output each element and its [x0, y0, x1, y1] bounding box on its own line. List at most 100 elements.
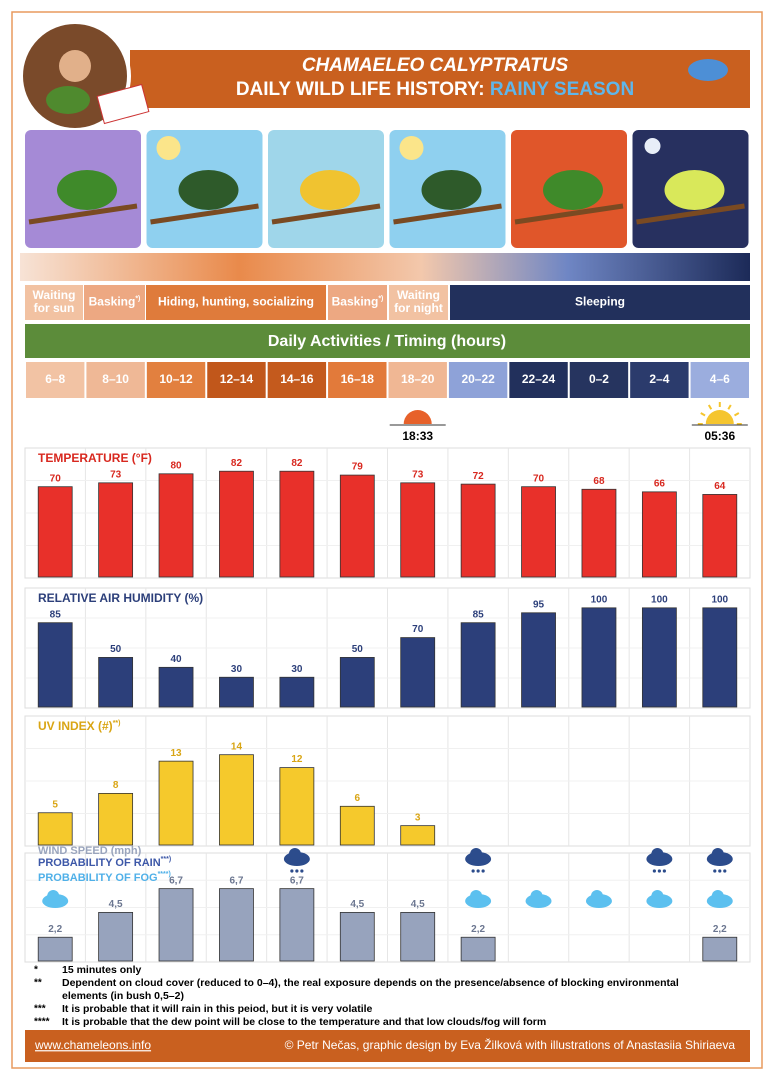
- value-label: 68: [593, 476, 605, 487]
- chart-title: TEMPERATURE (°F): [38, 451, 152, 465]
- bar: [339, 805, 375, 846]
- bar: [279, 888, 315, 962]
- time-label: 14–16: [280, 372, 314, 386]
- time-label: 2–4: [649, 372, 669, 386]
- bar: [279, 767, 315, 846]
- rain-drop: [662, 869, 666, 873]
- rain-drop: [290, 869, 294, 873]
- chameleon: [421, 170, 482, 210]
- activity-label: Waiting: [397, 288, 440, 302]
- fog-title: PROBABILITY OF FOG: [38, 872, 158, 884]
- rain-title: PROBABILITY OF RAIN***): [38, 856, 171, 869]
- bar: [219, 676, 254, 708]
- frame: [11, 11, 763, 1069]
- value-label: 72: [473, 471, 485, 482]
- footnote-text: It is probable that the dew point will b…: [62, 1016, 546, 1028]
- bar: [460, 936, 496, 962]
- time-cell: [86, 362, 145, 398]
- time-cell: [448, 362, 508, 398]
- value-label: 85: [473, 609, 485, 620]
- rain-icon: [470, 848, 483, 860]
- fog-icon: [530, 890, 543, 902]
- chameleon: [57, 170, 117, 210]
- time-cell: [388, 362, 447, 398]
- bar: [400, 637, 436, 708]
- time-cell: [207, 362, 266, 398]
- rain-drop: [481, 869, 485, 873]
- branch: [636, 203, 745, 225]
- branch: [393, 203, 502, 225]
- bar: [37, 486, 73, 578]
- time-cell: [630, 362, 689, 398]
- time-cell: [328, 362, 387, 398]
- time-cell: [690, 362, 749, 398]
- time-label: 4–6: [710, 372, 730, 386]
- value-label: 50: [110, 644, 122, 655]
- bar: [219, 470, 254, 578]
- rain-note: ***): [161, 856, 172, 863]
- section-bar: [25, 324, 750, 358]
- value-label: 6,7: [290, 875, 304, 886]
- activity-label: Hiding, hunting, socializing: [158, 295, 314, 309]
- author-photo: [59, 50, 91, 82]
- activity-cell: [328, 285, 387, 320]
- footer-link[interactable]: www.chameleons.info: [34, 1038, 151, 1052]
- activity-label: Waiting: [397, 288, 440, 302]
- value-label: 82: [231, 458, 243, 469]
- fog-icon: [470, 890, 483, 902]
- rain-icon: [688, 59, 728, 81]
- bar: [37, 812, 73, 846]
- footnote-mark: ****: [34, 1017, 50, 1028]
- bar: [521, 486, 556, 578]
- rain-drop: [652, 869, 656, 873]
- value-label: 3: [415, 812, 421, 823]
- sun-ray: [727, 404, 732, 410]
- activity-label: Basking*): [332, 295, 384, 309]
- bar: [37, 622, 73, 708]
- bar: [460, 622, 496, 708]
- activity-note: *): [378, 295, 383, 302]
- branch: [28, 203, 138, 225]
- time-label: 12–14: [220, 372, 254, 386]
- value-label: 4,5: [350, 899, 364, 910]
- chameleon: [664, 170, 725, 210]
- time-label: 22–24: [522, 372, 556, 386]
- bar: [37, 936, 73, 962]
- bar: [400, 912, 436, 962]
- value-label: 2,2: [471, 924, 485, 935]
- activity-label: for sun: [34, 301, 75, 315]
- footnote-mark: ***: [34, 1004, 46, 1015]
- time-cell: [146, 362, 206, 398]
- value-label: 13: [170, 748, 182, 759]
- fog-icon: [47, 890, 60, 902]
- bar: [581, 488, 617, 578]
- rain-drop: [723, 869, 727, 873]
- activity-label: Sleeping: [575, 295, 625, 309]
- bar: [702, 936, 738, 962]
- chameleon: [178, 170, 239, 210]
- value-label: 95: [533, 599, 545, 610]
- activity-label: Hiding, hunting, socializing: [158, 295, 314, 309]
- activity-label: for sun: [34, 301, 75, 315]
- rain-icon: [288, 848, 301, 860]
- activity-label: Basking: [89, 295, 136, 309]
- bar: [339, 912, 375, 962]
- header-banner: [130, 50, 750, 108]
- chart-title: WIND SPEED (mph): [38, 845, 142, 857]
- time-cell: [26, 362, 85, 398]
- value-label: 4,5: [411, 899, 425, 910]
- bar: [400, 825, 436, 846]
- rain-drop: [476, 869, 480, 873]
- bar: [98, 482, 134, 578]
- day-gradient: [20, 253, 750, 281]
- time-label: 16–18: [341, 372, 375, 386]
- time-label: 20–22: [461, 372, 495, 386]
- bar: [641, 607, 677, 708]
- time-cell: [569, 362, 629, 398]
- bar: [98, 657, 134, 708]
- value-label: 50: [352, 644, 364, 655]
- value-label: 70: [412, 624, 424, 635]
- value-label: 80: [170, 460, 182, 471]
- season: RAINY SEASON: [490, 79, 634, 100]
